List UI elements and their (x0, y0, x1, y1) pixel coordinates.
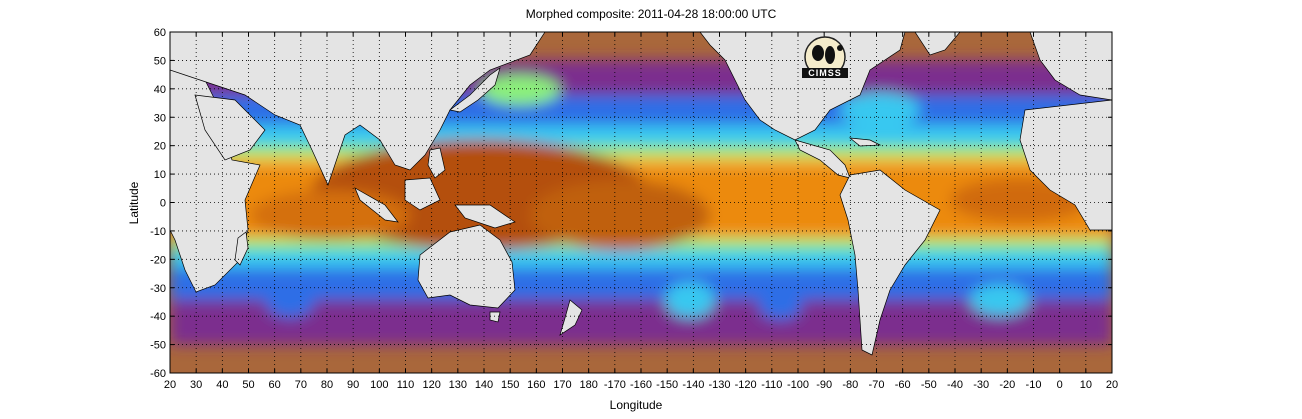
logo-text: CIMSS (808, 68, 842, 78)
x-tick-label: -110 (761, 379, 782, 391)
x-tick-label: -120 (735, 379, 757, 391)
x-tick-label: 70 (295, 379, 307, 391)
x-tick-label: 50 (242, 379, 254, 391)
x-tick-label: 150 (501, 379, 519, 391)
y-tick-label: -50 (150, 340, 166, 352)
axis-ticks (169, 31, 1113, 374)
x-tick-label: 10 (1080, 379, 1092, 391)
madagascar (234, 231, 249, 266)
y-tick-label: 60 (154, 27, 166, 39)
x-tick-label: 30 (190, 379, 202, 391)
x-tick-label: 160 (527, 379, 545, 391)
x-tick-label: -160 (630, 379, 652, 391)
x-tick-label: -50 (921, 379, 937, 391)
x-tick-label: -30 (973, 379, 989, 391)
x-tick-labels: 20 30 40 50 60 70 80 90 100 110 120 130 140 150 160 170… (164, 379, 1118, 391)
y-tick-label: 20 (154, 141, 166, 153)
graticule (170, 32, 1112, 373)
x-tick-label: -80 (842, 379, 858, 391)
x-tick-label: -150 (656, 379, 678, 391)
x-tick-label: 100 (370, 379, 388, 391)
new-zealand (559, 299, 583, 336)
y-tick-label: -40 (150, 311, 166, 323)
x-tick-label: 180 (579, 379, 597, 391)
cuba (848, 137, 882, 147)
x-axis-label: Longitude (609, 398, 663, 412)
west-africa (1019, 99, 1112, 231)
x-tick-label: 40 (216, 379, 228, 391)
x-tick-label: 20 (1106, 379, 1118, 391)
x-tick-label: 90 (347, 379, 359, 391)
x-tick-label: 60 (269, 379, 281, 391)
y-tick-label: -60 (150, 368, 166, 380)
x-tick-label: 140 (475, 379, 493, 391)
x-tick-label: -10 (1026, 379, 1042, 391)
y-tick-label: -10 (150, 226, 166, 238)
y-tick-label: 30 (154, 112, 166, 124)
australia (417, 224, 516, 309)
x-tick-label: -130 (708, 379, 730, 391)
central-america (794, 139, 851, 179)
x-tick-label: -60 (895, 379, 911, 391)
japan (449, 67, 501, 113)
x-tick-label: 110 (397, 379, 415, 391)
cimss-logo: CIMSS (800, 33, 850, 88)
y-tick-label: 10 (154, 169, 166, 181)
arabia (194, 94, 266, 161)
y-tick-label: 40 (154, 84, 166, 96)
europe (1029, 32, 1112, 101)
x-tick-label: 170 (553, 379, 571, 391)
x-tick-label: -140 (682, 379, 704, 391)
y-axis-label: Latitude (127, 181, 141, 225)
y-tick-labels: 60 50 40 30 20 10 0 -10 -20 -30 -40 -50 -60 (150, 27, 166, 380)
y-tick-label: -20 (150, 254, 166, 266)
x-tick-label: 80 (321, 379, 333, 391)
greenland (914, 32, 961, 56)
map-title: Morphed composite: 2011-04-28 18:00:00 U… (525, 7, 777, 21)
x-tick-label: 130 (449, 379, 467, 391)
y-tick-label: 50 (154, 55, 166, 67)
x-tick-label: 0 (1057, 379, 1063, 391)
x-tick-label: -20 (999, 379, 1015, 391)
x-tick-label: -40 (947, 379, 963, 391)
philippines (427, 147, 446, 179)
sumatra (354, 187, 399, 223)
x-tick-label: -90 (816, 379, 832, 391)
x-tick-label: 20 (164, 379, 176, 391)
y-tick-label: 0 (160, 198, 166, 210)
land-masses (170, 32, 1112, 356)
eurasia (170, 32, 546, 186)
x-tick-label: 120 (422, 379, 440, 391)
x-tick-label: -100 (787, 379, 809, 391)
x-tick-label: -170 (604, 379, 626, 391)
tasmania (489, 311, 501, 323)
south-america (839, 169, 941, 356)
y-tick-label: -30 (150, 283, 166, 295)
x-tick-label: -70 (869, 379, 885, 391)
borneo (404, 177, 441, 211)
